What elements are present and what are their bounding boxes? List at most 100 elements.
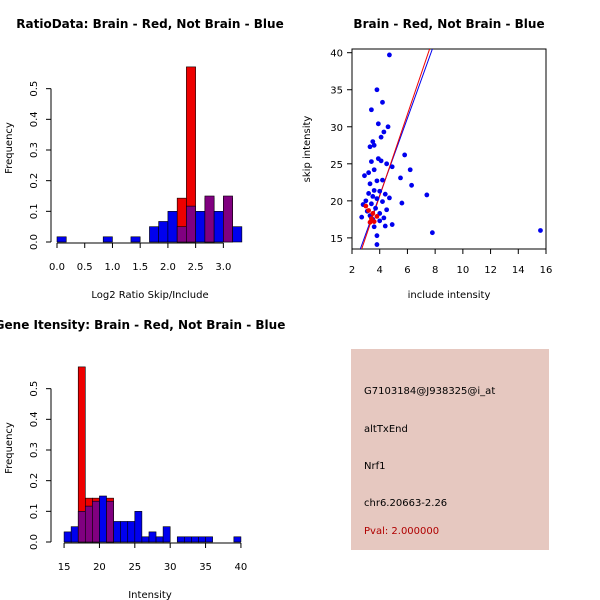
gene-notbrain-bar-19 [205,536,213,543]
scatter-xlabel: include intensity [408,290,491,300]
scatter-x-tick-label: 6 [404,265,410,276]
notbrain-point-3 [369,107,374,113]
notbrain-point-52 [429,230,435,236]
gene-notbrain-bar-4 [92,500,100,543]
notbrain-point-11 [402,152,408,158]
gene-notbrain-bar-20 [233,536,242,543]
ratio-histogram-xlabel: Log2 Ratio Skip/Include [91,290,208,300]
brain-point-6 [363,203,369,209]
notbrain-point-30 [370,194,376,199]
notbrain-point-54 [538,228,543,233]
ratio-x-tick-label: 2.5 [188,262,204,273]
notbrain-point-4 [385,124,391,130]
gene-x-tick-label: 40 [235,562,248,573]
ratio-x-tick-label: 1.0 [105,262,121,273]
gene-notbrain-bar-12 [148,531,157,543]
notbrain-point-7 [378,134,384,140]
gene-x-tick-label: 25 [128,562,141,573]
scatter-y-tick-label: 30 [330,123,343,134]
notbrain-point-26 [371,188,377,193]
notbrain-point-49 [382,223,388,229]
notbrain-point-22 [380,177,385,183]
notbrain-point-25 [409,182,414,188]
gene-x-tick-label: 35 [199,562,212,573]
notbrain-point-1 [374,87,380,93]
scatter-title: Brain - Red, Not Brain - Blue [353,17,544,31]
notbrain-point-18 [371,167,377,173]
probe-id: G7103184@J938325@i_at [364,386,496,397]
notbrain-point-10 [371,142,377,148]
gene-intensity-title: Gene Itensity: Brain - Red, Not Brain - … [0,318,285,332]
ratio-notbrain-bar-10 [213,211,224,243]
gene-notbrain-bar-3 [84,505,93,543]
gene-x-tick-label: 30 [164,562,177,573]
scatter-y-tick-label: 15 [330,234,343,245]
scatter-x-tick-label: 12 [484,265,497,276]
gene-name: Nrf1 [364,461,386,472]
gene-intensity-histogram: Gene Itensity: Brain - Red, Not Brain - … [0,318,285,600]
notbrain-point-31 [424,192,430,198]
gene-y-tick-label: 0.0 [29,534,40,550]
notbrain-point-39 [373,205,378,211]
gene-notbrain-bar-2 [77,511,86,543]
scatter-plot-box [351,48,547,250]
ratio-histogram: RatioData: Brain - Red, Not Brain - Blue… [4,17,284,300]
notbrain-point-48 [389,222,395,227]
gene-y-tick-label: 0.2 [29,473,40,489]
scatter-y-tick-label: 20 [330,197,343,208]
notbrain-point-13 [369,159,374,164]
ratio-notbrain-bar-2 [130,236,141,243]
notbrain-point-32 [387,195,392,201]
gene-y-tick-label: 0.5 [29,381,40,397]
notbrain-point-28 [366,191,372,196]
ratio-notbrain-bar-12 [232,226,243,243]
gene-notbrain-bar-1 [70,526,79,543]
brain-point-4 [367,219,373,225]
notbrain-point-21 [398,175,403,181]
brain-point-3 [371,219,377,224]
ratio-notbrain-bar-9 [204,195,215,243]
gene-notbrain-bar-9 [127,521,136,543]
scatter-y-tick-label: 35 [330,86,343,97]
notbrain-point-5 [375,121,381,127]
notbrain-point-16 [389,164,395,170]
notbrain-point-17 [407,167,413,173]
notbrain-point-2 [380,99,385,105]
ratio-notbrain-bar-3 [149,226,159,243]
gene-notbrain-bar-6 [106,500,114,543]
brain-point-5 [374,214,380,219]
ratio-notbrain-bar-1 [102,236,113,243]
notbrain-point-34 [363,198,369,204]
notbrain-point-50 [371,224,377,230]
notbrain-point-40 [384,207,390,213]
ratio-x-tick-label: 0.0 [49,262,65,273]
gene-notbrain-bar-11 [141,536,150,543]
scatter-y-tick-label: 40 [330,49,343,60]
gene-y-tick-label: 0.3 [29,442,40,458]
intensity-scatter: Brain - Red, Not Brain - Blue 2 4 6 8 10 12 14… [302,17,552,300]
ratio-notbrain-bar-6 [176,226,187,243]
scatter-x-tick-label: 4 [377,265,383,276]
gene-notbrain-bar-15 [176,536,185,543]
notbrain-point-44 [359,214,365,220]
scatter-x-tick-label: 14 [512,265,525,276]
notbrain-point-35 [380,199,385,204]
scatter-x-tick-label: 2 [349,265,355,276]
gene-notbrain-bar-7 [113,521,121,543]
p-value: Pval: 2.000000 [364,526,440,537]
ratio-notbrain-bar-0 [56,236,67,243]
ratio-notbrain-bar-5 [167,211,178,243]
gene-intensity-xlabel: Intensity [128,590,172,600]
ratio-histogram-ylabel: Frequency [4,122,15,174]
ratio-y-tick-label: 0.5 [29,81,40,97]
gene-notbrain-bar-18 [198,536,206,543]
ratio-y-tick-label: 0.4 [29,111,40,127]
gene-intensity-ylabel: Frequency [4,422,15,474]
notbrain-point-45 [381,215,387,221]
notbrain-point-37 [399,200,405,206]
gene-notbrain-bar-14 [162,526,171,543]
gene-y-tick-label: 0.1 [29,503,40,519]
gene-notbrain-bar-16 [184,536,192,543]
scatter-ylabel: skip intensity [302,116,313,183]
genomic-location: chr6.20663-2.26 [364,498,448,509]
